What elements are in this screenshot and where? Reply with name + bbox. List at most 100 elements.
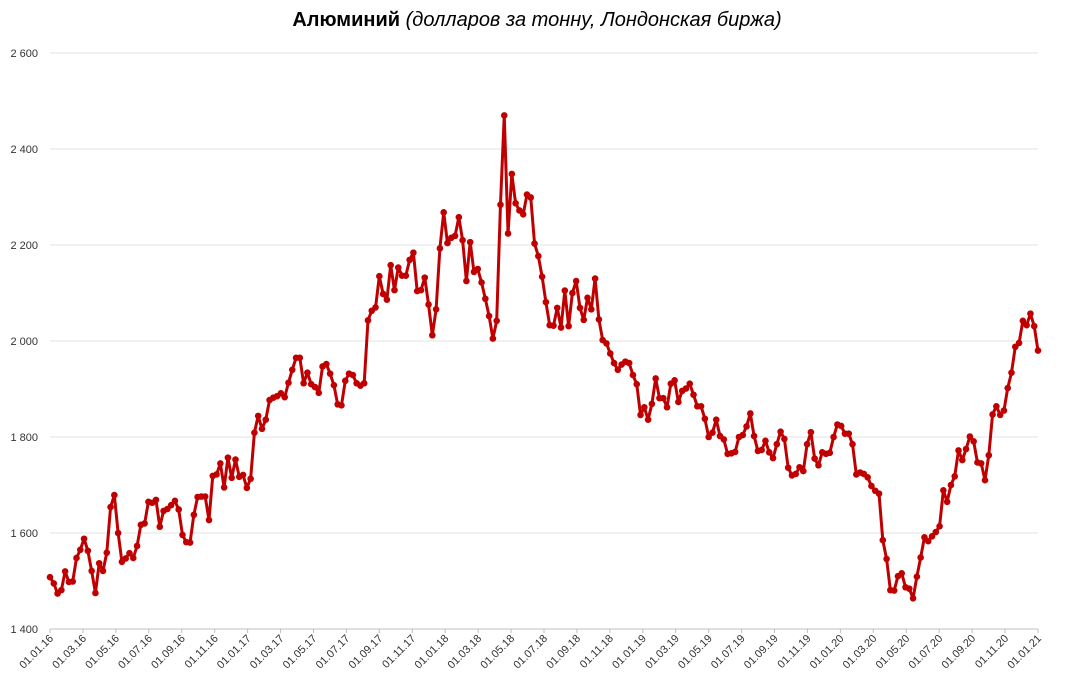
data-point [977, 460, 985, 467]
data-point [519, 210, 527, 218]
data-point [213, 471, 220, 478]
data-point [958, 456, 966, 464]
data-point [773, 440, 781, 448]
data-point [947, 481, 955, 489]
series-line [48, 113, 1040, 600]
data-point [436, 245, 444, 252]
data-point [557, 324, 565, 331]
data-point [1027, 310, 1034, 317]
data-point [800, 467, 807, 475]
data-point [281, 393, 289, 401]
data-point [675, 398, 682, 406]
data-point [633, 380, 641, 388]
y-tick-label: 2 600 [10, 48, 38, 60]
x-tick-label: 01.05.16 [83, 633, 122, 672]
data-point [883, 555, 890, 563]
data-point [406, 256, 413, 264]
x-tick-label: 01.01.18 [413, 633, 452, 672]
data-point [962, 445, 970, 453]
x-tick-label: 01.03.17 [248, 633, 287, 672]
data-point [644, 416, 652, 424]
data-point [951, 473, 959, 480]
data-point [637, 411, 644, 419]
data-point [141, 520, 148, 527]
data-point [550, 322, 557, 329]
data-point [99, 567, 107, 575]
data-point [493, 317, 500, 325]
data-point [485, 312, 493, 320]
data-point [50, 580, 58, 587]
data-point [993, 402, 1000, 410]
data-point [489, 335, 497, 342]
data-point [569, 289, 576, 297]
data-point [95, 559, 103, 567]
data-point [391, 286, 398, 294]
data-point [330, 381, 338, 389]
data-point [459, 236, 466, 244]
data-point [747, 410, 754, 417]
data-point [701, 415, 709, 423]
data-point [648, 400, 656, 408]
data-point [879, 536, 887, 544]
x-tick-label: 01.11.19 [775, 633, 813, 671]
data-point [171, 497, 179, 505]
x-tick-label: 01.09.16 [149, 633, 188, 672]
x-tick-label: 01.01.17 [215, 633, 254, 672]
data-point [186, 539, 194, 546]
data-point [955, 447, 962, 454]
data-point [508, 170, 516, 178]
data-point [444, 239, 451, 247]
data-point [928, 533, 936, 540]
x-tick-label: 01.11.18 [578, 633, 616, 671]
data-point [482, 295, 489, 303]
data-point [531, 240, 538, 247]
y-tick-label: 2 000 [10, 336, 38, 348]
x-tick-label: 01.07.17 [314, 633, 353, 672]
data-point [304, 369, 311, 376]
data-point [84, 547, 92, 555]
x-tick-label: 01.09.18 [544, 633, 583, 672]
data-point [985, 451, 993, 459]
data-point [697, 402, 705, 410]
data-point [1034, 347, 1042, 354]
x-tick-label: 01.01.20 [808, 633, 847, 672]
data-point [300, 379, 307, 387]
data-point [932, 528, 940, 536]
x-tick-label: 01.01.21 [1005, 633, 1044, 672]
x-tick-label: 01.05.18 [478, 633, 517, 672]
y-tick-label: 2 200 [10, 240, 38, 252]
data-point [576, 304, 584, 312]
data-point [338, 402, 345, 409]
data-point [769, 454, 777, 462]
x-tick-label: 01.09.17 [347, 633, 386, 672]
data-point [807, 428, 815, 436]
data-point [811, 455, 818, 462]
data-point [595, 316, 603, 323]
data-point [88, 567, 95, 575]
data-point [92, 589, 99, 597]
data-point [315, 389, 323, 397]
data-point [1000, 407, 1008, 414]
data-point [474, 265, 482, 273]
data-point [111, 491, 118, 499]
x-tick-label: 01.05.19 [676, 633, 715, 672]
data-point [584, 294, 591, 302]
data-point [966, 433, 974, 440]
data-point [682, 385, 690, 392]
data-point [349, 371, 357, 379]
x-tick-label: 01.01.16 [17, 633, 56, 672]
data-point [777, 428, 784, 436]
data-point [379, 290, 387, 298]
data-point [803, 440, 811, 448]
data-point [417, 286, 425, 294]
data-point [610, 359, 618, 367]
x-tick-label: 01.03.20 [841, 633, 880, 672]
data-point [890, 587, 898, 594]
data-point [1008, 369, 1015, 376]
data-point [591, 275, 599, 282]
data-point [936, 522, 943, 530]
data-point [421, 274, 429, 281]
data-point [156, 523, 164, 531]
data-point [561, 287, 569, 294]
